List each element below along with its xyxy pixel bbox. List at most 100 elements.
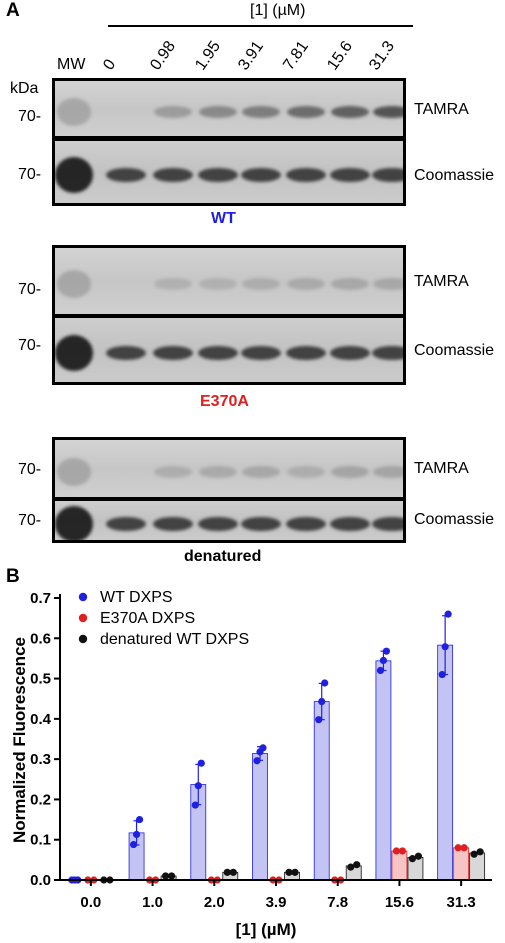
tamra-band	[242, 105, 280, 118]
y-axis-label: Normalized Fluorescence	[10, 637, 29, 843]
y-tick-label: 0.4	[30, 711, 52, 728]
data-point	[454, 844, 462, 852]
data-point	[408, 855, 417, 863]
bar	[313, 701, 330, 881]
coomassie-band	[286, 516, 326, 531]
data-point	[229, 868, 237, 876]
coomassie-label-e370a: Coomassie	[414, 342, 495, 359]
coomassie-band	[153, 346, 193, 360]
data-point	[470, 850, 478, 858]
gel-e370a-tamra	[52, 245, 406, 317]
data-point	[347, 863, 355, 871]
tamra-band	[242, 278, 280, 290]
tamra-band	[154, 465, 192, 478]
coomassie-band	[198, 168, 238, 182]
tamra-band	[287, 465, 325, 478]
x-tick-label: 2.0	[204, 894, 225, 911]
bar	[469, 852, 486, 881]
data-point	[223, 868, 231, 876]
coomassie-band	[286, 346, 326, 360]
coomassie-band	[106, 346, 146, 360]
marker-70-denatured-coomassie: 70-	[18, 512, 42, 529]
data-point	[398, 847, 407, 855]
data-point	[321, 679, 329, 687]
coomassie-band	[198, 346, 238, 360]
condition-e370a-label: E370A	[200, 393, 249, 410]
y-tick-label: 0.3	[30, 751, 51, 768]
coomassie-band	[330, 346, 370, 360]
data-point	[476, 848, 484, 856]
tamra-band	[287, 278, 325, 290]
y-tick-label: 0.5	[30, 671, 51, 688]
concentration-label: 1.95	[192, 38, 225, 74]
concentration-label: 0	[100, 56, 120, 74]
bar	[252, 753, 268, 881]
tamra-band	[373, 105, 403, 118]
tamra-band	[199, 465, 237, 478]
coomassie-band	[153, 168, 193, 182]
data-point	[318, 697, 326, 706]
coomassie-band	[372, 168, 403, 182]
bar	[391, 850, 408, 881]
legend-label: E370A DXPS	[100, 610, 195, 627]
gel-e370a-coomassie	[52, 315, 406, 385]
gel-wt-coomassie	[52, 138, 406, 206]
legend-marker	[78, 592, 88, 602]
y-tick-label: 0.2	[30, 791, 51, 808]
data-point	[259, 744, 267, 752]
tamra-band	[331, 465, 369, 478]
coomassie-band	[153, 516, 193, 531]
data-point	[444, 610, 452, 618]
header-underline	[108, 25, 413, 27]
tamra-band	[199, 105, 237, 118]
marker-70-wt-tamra: 70-	[18, 108, 42, 125]
data-point	[291, 868, 299, 876]
marker-70-e370a-coomassie: 70-	[18, 337, 42, 354]
concentration-header: [1] (µM)	[250, 2, 306, 19]
tamra-band	[373, 278, 403, 290]
marker-70-denatured-tamra: 70-	[18, 461, 42, 478]
coomassie-label-wt: Coomassie	[414, 167, 495, 184]
tamra-band	[331, 105, 369, 118]
data-point	[135, 815, 144, 824]
marker-70-wt-coomassie: 70-	[18, 166, 42, 183]
mw-ladder-band	[55, 505, 93, 540]
bar	[437, 644, 454, 881]
coomassie-band	[106, 168, 146, 182]
data-point	[392, 847, 401, 855]
y-tick-label: 0.6	[30, 630, 51, 647]
tamra-label-denatured: TAMRA	[414, 460, 469, 477]
data-point	[441, 643, 449, 651]
x-tick-label: 1.0	[142, 894, 163, 911]
concentration-label: 7.81	[280, 38, 313, 74]
mw-ladder-band	[55, 335, 93, 371]
gel-denatured-coomassie	[52, 498, 406, 543]
coomassie-band	[241, 346, 281, 360]
panel-a-letter: A	[6, 0, 20, 21]
x-tick-label: 3.9	[266, 894, 287, 911]
data-point	[315, 716, 323, 724]
x-tick-label: 15.6	[385, 894, 414, 911]
bar-chart: 0.0 0.1 0.2 0.3 0.4 0.5 0.6 0.7 0.0 1.0 2.0 3.9 7.8 1…	[10, 589, 492, 939]
legend-label: WT DXPS	[100, 589, 173, 606]
legend-marker	[78, 634, 88, 644]
data-point	[353, 861, 361, 869]
panel-b-letter: B	[6, 566, 20, 587]
data-point	[161, 872, 170, 880]
data-point	[460, 844, 468, 852]
tamra-band	[154, 278, 192, 290]
data-point	[253, 757, 261, 765]
legend-marker	[78, 613, 88, 623]
data-point	[285, 868, 293, 876]
tamra-label-wt: TAMRA	[414, 101, 469, 118]
data-point	[438, 670, 446, 679]
tamra-label-e370a: TAMRA	[414, 273, 469, 290]
y-tick-label: 0.1	[30, 832, 51, 849]
concentration-label: 31.3	[366, 38, 399, 74]
y-tick-label: 0.7	[30, 590, 51, 607]
data-point	[382, 647, 391, 655]
condition-denatured-label: denatured	[184, 548, 262, 565]
data-point	[167, 872, 176, 880]
legend-label: denatured WT DXPS	[100, 631, 249, 648]
tamra-band	[287, 105, 325, 118]
